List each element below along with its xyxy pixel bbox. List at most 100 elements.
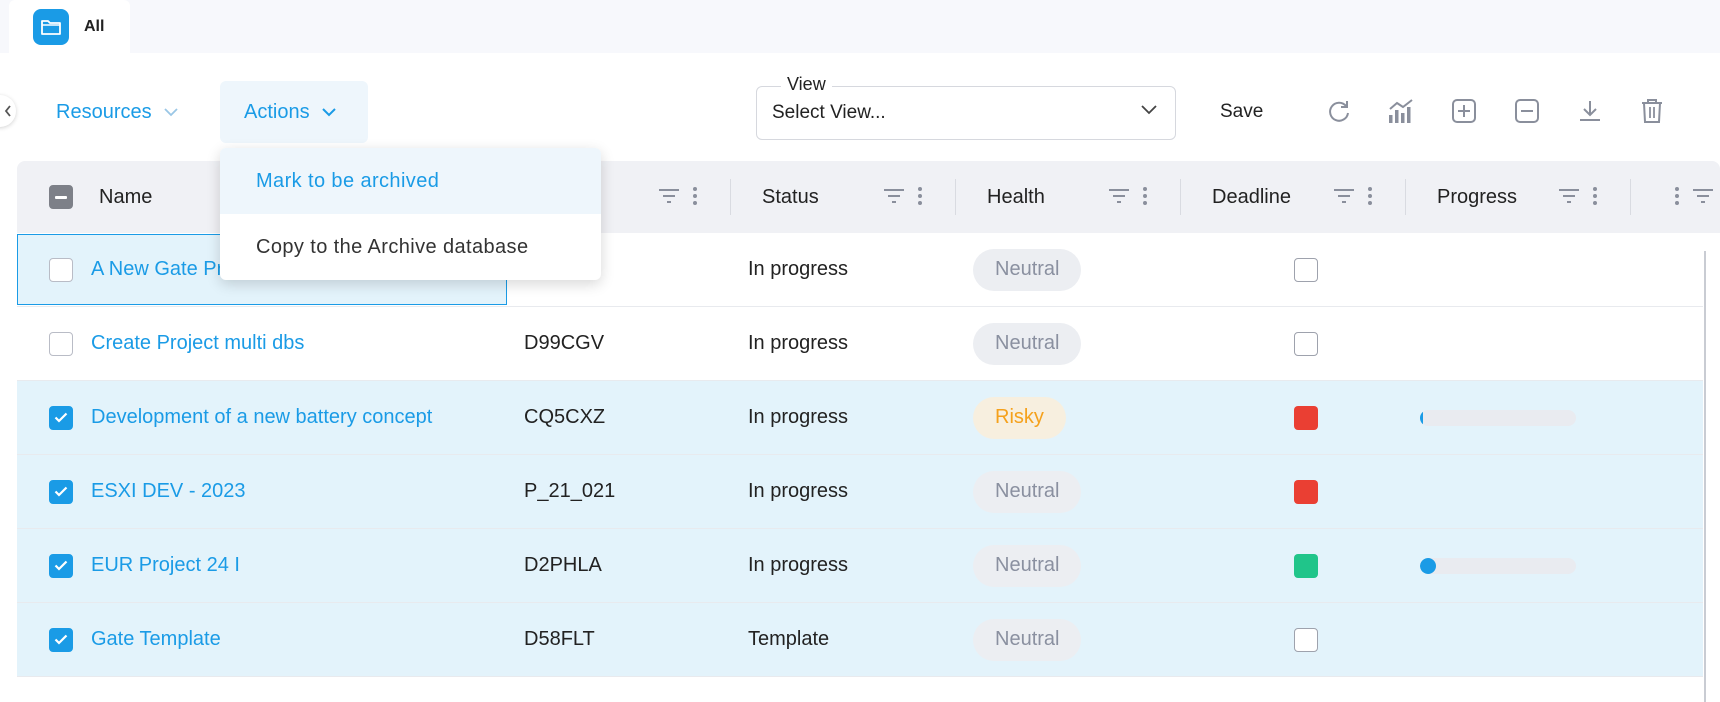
progress-bar [1420,409,1576,426]
deadline-cell [1294,455,1318,528]
health-badge: Neutral [973,544,1082,587]
column-header-deadline[interactable]: Deadline [1212,185,1291,208]
delete-icon[interactable] [1637,96,1667,126]
project-name-link[interactable]: EUR Project 24 I [91,554,240,576]
chevron-left-icon [4,105,11,117]
deadline-indicator [1294,479,1318,504]
tab-bar: All [0,0,1720,53]
table-row[interactable]: Create Project multi dbs D99CGV In progr… [17,307,1703,381]
table-row[interactable]: EUR Project 24 I D2PHLA In progress Neut… [17,529,1703,603]
more-vertical-icon[interactable] [692,186,698,206]
view-select[interactable]: View Select View... [756,74,1176,140]
unchecked-checkbox[interactable] [49,257,73,282]
more-vertical-icon[interactable] [917,186,923,206]
indeterminate-checkbox[interactable] [49,185,73,209]
vertical-scrollbar[interactable] [1704,251,1706,702]
view-select-value: Select View... [772,102,886,123]
row-checkbox-cell[interactable] [49,603,73,676]
project-name-link[interactable]: ESXI DEV - 2023 [91,480,246,502]
deadline-cell [1294,233,1318,306]
check-icon [54,486,68,497]
health-badge: Neutral [973,248,1082,291]
unchecked-checkbox[interactable] [49,331,73,356]
filter-icon[interactable] [883,187,905,205]
project-name-link[interactable]: Gate Template [91,628,221,650]
column-header-name[interactable]: Name [99,185,153,208]
column-header-progress[interactable]: Progress [1437,185,1518,208]
deadline-indicator [1294,405,1318,430]
project-status: In progress [748,332,849,354]
row-checkbox-cell[interactable] [49,233,73,306]
table-row[interactable]: Development of a new battery concept CQ5… [17,381,1703,455]
deadline-cell [1294,381,1318,454]
health-cell: Neutral [973,307,1082,380]
check-icon [54,634,68,645]
project-name-link[interactable]: Create Project multi dbs [91,332,305,354]
progress-bar-fill [1420,409,1423,426]
resources-label: Resources [56,100,152,123]
chart-icon[interactable] [1386,96,1416,126]
filter-icon[interactable] [1108,187,1130,205]
collapse-all-icon[interactable] [1512,96,1542,126]
filter-icon[interactable] [1692,187,1714,205]
expand-all-icon[interactable] [1449,96,1479,126]
checked-checkbox[interactable] [49,479,73,504]
health-badge: Neutral [973,322,1082,365]
refresh-icon[interactable] [1324,96,1354,126]
checked-checkbox[interactable] [49,405,73,430]
column-separator[interactable] [1630,179,1631,215]
extra-column-controls [1674,186,1714,206]
health-badge: Neutral [973,618,1082,661]
project-status: In progress [748,406,849,428]
menu-item-mark-archived[interactable]: Mark to be archived [220,148,601,214]
row-checkbox-cell[interactable] [49,381,73,454]
project-code: D99CGV [524,332,605,354]
health-cell: Neutral [973,603,1082,676]
progress-bar [1420,557,1576,574]
download-icon[interactable] [1575,96,1605,126]
checked-checkbox[interactable] [49,627,73,652]
column-separator[interactable] [1180,179,1181,215]
actions-label: Actions [244,100,310,123]
tab-all[interactable]: All [9,0,130,53]
project-code: D2PHLA [524,554,602,576]
table-row[interactable]: Gate Template D58FLT Template Neutral [17,603,1703,677]
save-button[interactable]: Save [1220,101,1264,122]
actions-dropdown-menu: Mark to be archived Copy to the Archive … [220,148,601,280]
row-checkbox-cell[interactable] [49,455,73,528]
select-all-checkbox[interactable] [49,161,73,233]
project-name-link[interactable]: Development of a new battery concept [91,406,433,428]
row-checkbox-cell[interactable] [49,307,73,380]
view-legend: View [781,74,832,95]
more-vertical-icon[interactable] [1592,186,1598,206]
deadline-indicator[interactable] [1294,331,1318,356]
sidebar-collapse-button[interactable] [0,95,16,127]
column-separator[interactable] [1405,179,1406,215]
more-vertical-icon[interactable] [1367,186,1373,206]
column-header-status[interactable]: Status [762,185,819,208]
actions-menu-button[interactable]: Actions [220,81,368,143]
row-checkbox-cell[interactable] [49,529,73,602]
project-name-link[interactable]: A New Gate Pr [91,258,224,280]
column-separator[interactable] [730,179,731,215]
column-separator[interactable] [955,179,956,215]
deadline-column-controls [1333,186,1373,206]
more-vertical-icon[interactable] [1142,186,1148,206]
menu-item-copy-archive[interactable]: Copy to the Archive database [256,235,529,258]
column-header-health[interactable]: Health [987,185,1045,208]
table-row[interactable]: ESXI DEV - 2023 P_21_021 In progress Neu… [17,455,1703,529]
resources-menu-button[interactable]: Resources [56,81,178,143]
filter-icon[interactable] [1333,187,1355,205]
filter-icon[interactable] [1558,187,1580,205]
deadline-cell [1294,307,1318,380]
more-vertical-icon[interactable] [1674,186,1680,206]
health-cell: Neutral [973,529,1082,602]
checked-checkbox[interactable] [49,553,73,578]
tab-label: All [84,17,105,35]
check-icon [54,560,68,571]
deadline-indicator[interactable] [1294,627,1318,652]
health-cell: Neutral [973,233,1082,306]
check-icon [54,412,68,423]
deadline-indicator[interactable] [1294,257,1318,282]
filter-icon[interactable] [658,187,680,205]
